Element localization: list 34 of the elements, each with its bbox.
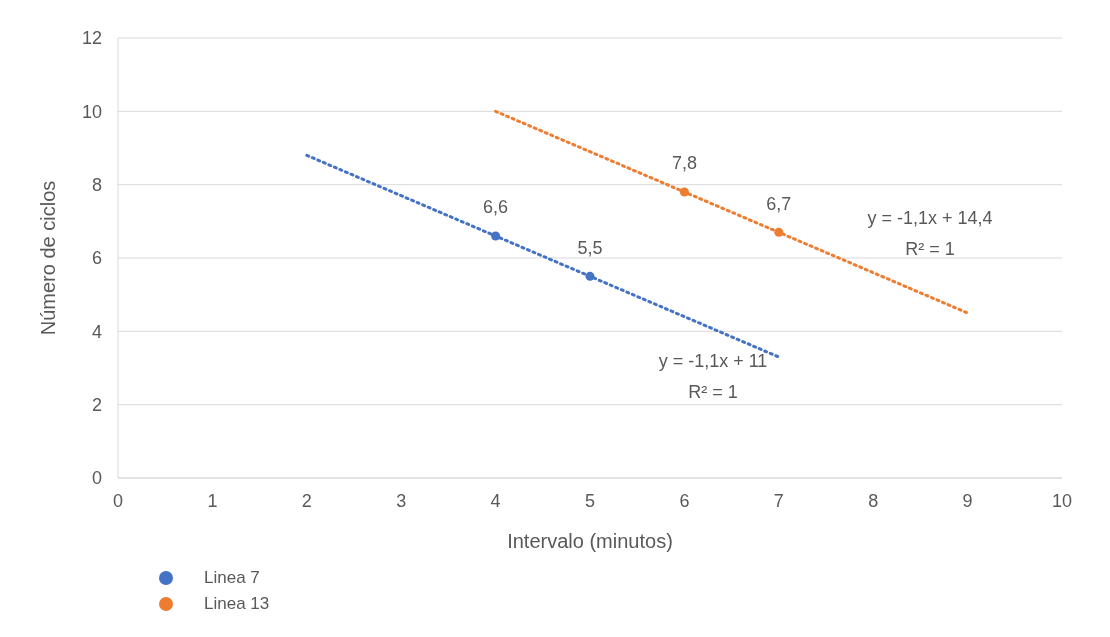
- legend-label: Linea 13: [204, 594, 270, 614]
- x-tick-label: 4: [490, 490, 501, 511]
- x-tick-label: 10: [1051, 490, 1073, 511]
- legend-label: Linea 7: [204, 568, 260, 588]
- y-tick-label: 8: [91, 175, 102, 196]
- x-tick-label: 2: [301, 490, 312, 511]
- x-tick-label: 5: [584, 490, 596, 511]
- y-tick-label: 4: [91, 321, 102, 342]
- annotation: y = -1,1x + 11: [658, 350, 768, 372]
- x-tick-label: 8: [868, 490, 879, 511]
- y-tick-label: 10: [81, 101, 102, 122]
- point: [679, 187, 689, 197]
- y-tick-label: 6: [91, 248, 102, 269]
- x-tick-label: 1: [207, 490, 218, 511]
- y-tick-label: 12: [81, 28, 102, 49]
- x-tick-label: 3: [396, 490, 407, 511]
- x-tick-label: 7: [773, 490, 784, 511]
- annotation: R² = 1: [905, 238, 955, 260]
- data-label: 7,8: [671, 153, 697, 174]
- annotation: R² = 1: [688, 381, 738, 403]
- point: [774, 227, 784, 237]
- data-label: 6,7: [766, 193, 792, 214]
- point: [491, 231, 501, 241]
- y-axis-title: Número de ciclos: [37, 180, 60, 336]
- point: [585, 271, 595, 281]
- data-label: 6,6: [483, 197, 509, 218]
- x-tick-label: 9: [962, 490, 973, 511]
- x-tick-label: 0: [112, 490, 124, 511]
- data-label: 5,5: [577, 237, 603, 258]
- annotation: y = -1,1x + 14,4: [867, 207, 993, 229]
- x-axis-title: Intervalo (minutos): [507, 530, 673, 552]
- y-tick-label: 0: [91, 468, 102, 489]
- y-tick-label: 2: [91, 395, 102, 416]
- x-tick-label: 6: [679, 490, 690, 511]
